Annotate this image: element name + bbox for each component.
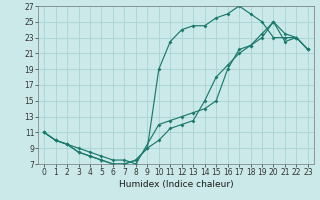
X-axis label: Humidex (Indice chaleur): Humidex (Indice chaleur) <box>119 180 233 189</box>
